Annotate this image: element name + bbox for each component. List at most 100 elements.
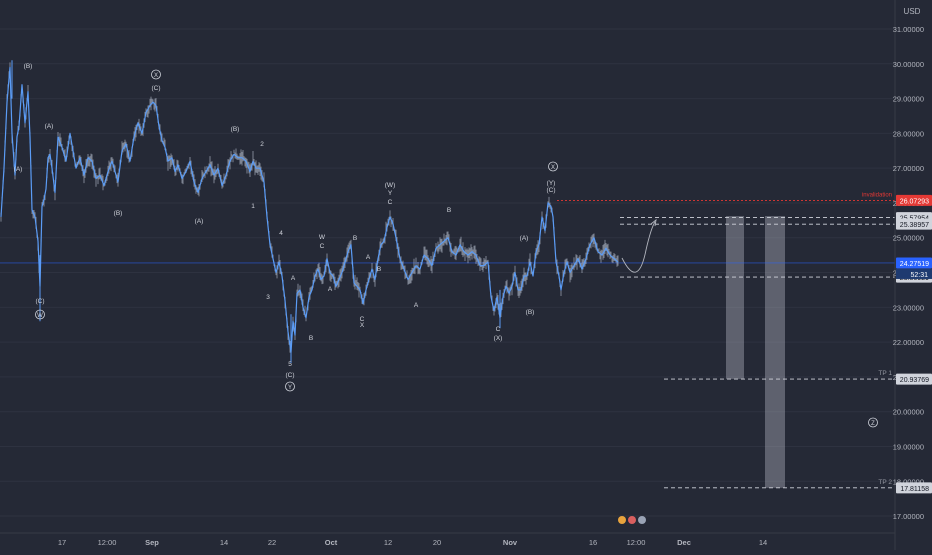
wave-label: (B) — [24, 63, 33, 70]
wave-circle — [548, 161, 558, 172]
x-tick-label: 12 — [384, 538, 392, 547]
wave-label: C — [496, 326, 501, 333]
level-text: TP 2 — [878, 479, 892, 486]
y-tick-label: 27.00000 — [893, 164, 924, 173]
wave-label: B — [309, 335, 313, 342]
wave-label: (X) — [494, 335, 503, 342]
y-tick-label: 18.00000 — [893, 477, 924, 486]
level-text: TP 1 — [878, 370, 892, 377]
projection-curve — [621, 221, 656, 273]
x-tick-label: Nov — [503, 538, 518, 547]
x-tick-label: 22 — [268, 538, 276, 547]
price-badges: 26.0729325.5795425.3895724.2751923.86929… — [896, 194, 932, 494]
x-tick-label: 16 — [589, 538, 597, 547]
tp2-range-box — [765, 216, 785, 488]
grid — [0, 28, 895, 517]
countdown-badge: 52:31 — [910, 272, 928, 279]
wave-label: (A) — [14, 166, 23, 173]
wave-label: (A) — [195, 218, 204, 225]
wave-circle — [35, 309, 45, 320]
y-tick-label: 22.00000 — [893, 338, 924, 347]
wave-label: 4 — [279, 230, 283, 237]
tp1-range-box — [726, 216, 744, 380]
wave-label: 2 — [260, 141, 264, 148]
event-icon[interactable] — [628, 516, 636, 524]
wave-label: Z — [871, 421, 875, 427]
wave-label: (C) — [35, 298, 44, 305]
y-tick-label: 19.00000 — [893, 442, 924, 451]
event-icon[interactable] — [638, 516, 646, 524]
wave-label: (B) — [114, 210, 123, 217]
wave-label: X — [154, 73, 158, 79]
x-axis[interactable]: 17 12:00 Sep 14 22 Oct 12 20 Nov 16 12:00 Dec 14 — [0, 516, 895, 547]
wave-label: C — [320, 243, 325, 250]
wave-label: X — [360, 322, 365, 329]
target-boxes — [726, 216, 785, 488]
x-tick-label: Sep — [145, 538, 159, 547]
wave-label: X — [551, 165, 555, 171]
wave-label: (C) — [151, 85, 160, 92]
x-tick-label: 12:00 — [627, 538, 646, 547]
price-badge-bg — [896, 194, 932, 206]
y-tick-label: 31.00000 — [893, 25, 924, 34]
y-tick-label: 17.00000 — [893, 512, 924, 521]
price-badge: 26.07293 — [900, 198, 929, 205]
level-lines[interactable]: invalidation TP 1 TP 2 — [0, 192, 895, 489]
wave-label: (A) — [45, 123, 54, 130]
wave-label: A — [366, 254, 371, 261]
wave-label: A — [291, 275, 296, 282]
x-tick-label: 14 — [759, 538, 767, 547]
wave-label: (C) — [285, 372, 294, 379]
wave-label: 3 — [266, 294, 270, 301]
y-tick-label: 25.00000 — [893, 234, 924, 243]
price-badge: 17.81158 — [900, 486, 929, 493]
wave-label: B — [447, 207, 451, 214]
wave-label: (A) — [520, 235, 529, 242]
price-series — [0, 60, 619, 363]
wave-label: A — [328, 286, 333, 293]
wave-label: (W) — [385, 182, 395, 189]
wave-label: Y — [288, 385, 292, 391]
wave-label: W — [37, 313, 43, 319]
wave-label: A — [414, 302, 419, 309]
wave-label: (B) — [526, 309, 535, 316]
x-tick-label: 20 — [433, 538, 441, 547]
currency-label: USD — [904, 7, 921, 16]
wave-label: W — [319, 234, 326, 241]
y-tick-label: 28.00000 — [893, 129, 924, 138]
wave-circle — [151, 69, 161, 80]
x-tick-label: 17 — [58, 538, 66, 547]
y-tick-label: 30.00000 — [893, 60, 924, 69]
wave-label: Y — [388, 190, 393, 197]
projection-arrow — [621, 218, 657, 273]
price-badge-bg — [896, 373, 932, 385]
wave-circle — [285, 381, 295, 392]
x-tick-label: Dec — [677, 538, 691, 547]
wave-label: C — [360, 316, 365, 323]
countdown-badge-bg — [896, 268, 932, 279]
price-badge-bg — [896, 218, 932, 230]
wave-label: 5 — [288, 361, 292, 368]
event-icon[interactable] — [618, 516, 626, 524]
y-tick-label: 29.00000 — [893, 95, 924, 104]
wave-label: C — [388, 199, 393, 206]
price-badge-bg — [896, 482, 932, 494]
price-badge: 25.38957 — [900, 222, 929, 229]
wave-circle — [868, 417, 878, 428]
price-badge: 24.27519 — [900, 261, 929, 268]
price-badge-bg — [896, 257, 932, 269]
wave-label: (B) — [231, 126, 240, 133]
x-tick-label: Oct — [325, 538, 338, 547]
projection-arrowhead — [650, 218, 657, 227]
wave-label: B — [353, 235, 357, 242]
wave-label: (Y) — [547, 180, 556, 187]
price-line — [0, 66, 619, 354]
wave-label: B — [377, 266, 381, 273]
level-text: invalidation — [862, 192, 892, 198]
wave-label: 1 — [251, 203, 255, 210]
price-badge: 20.93769 — [900, 377, 929, 384]
y-tick-label: 23.00000 — [893, 303, 924, 312]
